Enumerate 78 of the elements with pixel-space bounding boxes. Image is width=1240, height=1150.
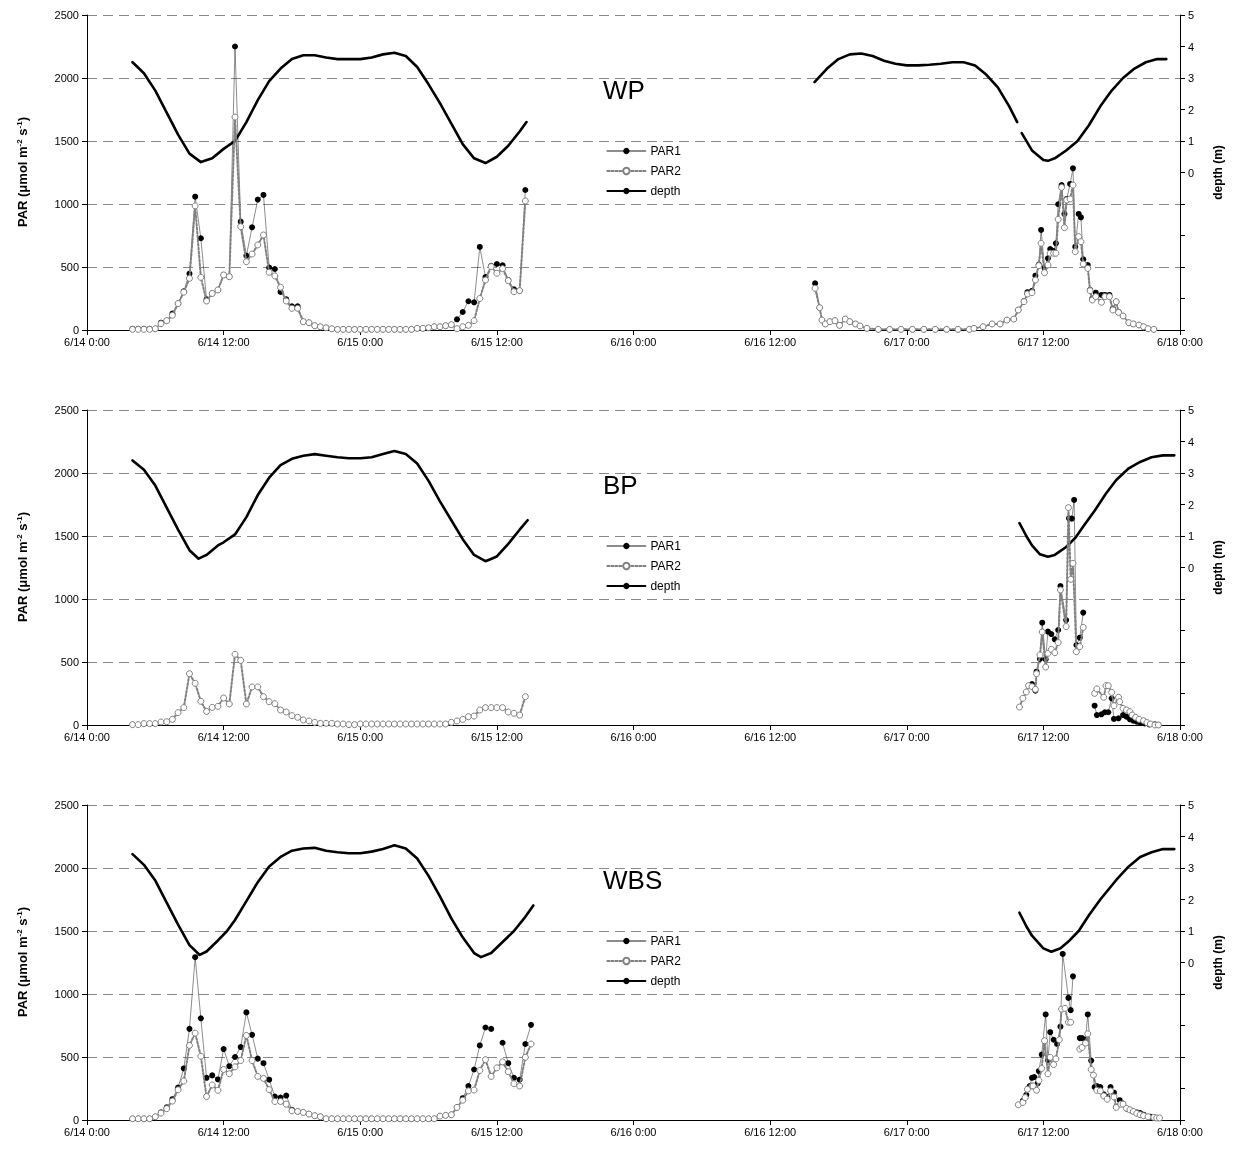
x-tick-label: 6/17 0:00 [883, 730, 930, 743]
x-tick-label: 6/17 0:00 [883, 335, 930, 348]
y-tick-label: 2500 [54, 404, 79, 416]
y2-tick-label: 4 [1188, 40, 1195, 53]
y-tick-label: 1500 [54, 135, 79, 147]
legend-label: PAR1 [650, 144, 682, 158]
x-tick-label: 6/14 12:00 [197, 335, 250, 348]
y-tick-label: 1000 [54, 988, 79, 1000]
y2-tick-label: 1 [1188, 135, 1195, 147]
y2-tick-label: 3 [1188, 467, 1195, 479]
text: BP [603, 470, 638, 500]
y2-tick-label: 0 [1188, 561, 1195, 574]
y2-tick-label: 0 [1188, 166, 1195, 179]
y2-axis-title: depth (m) [1211, 540, 1225, 595]
y-tick-label: 0 [72, 719, 79, 731]
y-tick-label: 0 [72, 324, 79, 336]
y2-tick-label: 3 [1188, 862, 1195, 874]
y-tick-label: 2500 [54, 799, 79, 811]
y2-tick-label: 1 [1188, 925, 1195, 937]
x-tick-label: 6/15 12:00 [470, 730, 523, 743]
x-tick-label: 6/17 12:00 [1017, 335, 1070, 348]
x-tick-label: 6/17 12:00 [1017, 730, 1070, 743]
legend-label: PAR1 [650, 934, 682, 948]
y2-tick-label: 2 [1188, 103, 1195, 116]
y-tick-label: 1500 [54, 530, 79, 542]
x-tick-label: 6/16 12:00 [744, 335, 797, 348]
y2-tick-label: 0 [1188, 956, 1195, 969]
y-tick-label: 1000 [54, 593, 79, 605]
y-tick-label: 2000 [54, 862, 79, 874]
y2-tick-label: 2 [1188, 498, 1195, 511]
y-tick-label: 500 [60, 1051, 79, 1063]
x-tick-label: 6/15 12:00 [470, 335, 523, 348]
x-tick-label: 6/18 0:00 [1157, 730, 1203, 743]
y-tick-label: 2000 [54, 467, 79, 479]
y2-axis-title: depth (m) [1211, 935, 1225, 990]
y2-tick-label: 1 [1188, 530, 1195, 542]
x-tick-label: 6/16 0:00 [610, 335, 657, 348]
y-tick-label: 500 [60, 656, 79, 668]
y-tick-label: 1500 [54, 925, 79, 937]
y-tick-label: 2500 [54, 9, 79, 21]
x-tick-label: 6/16 0:00 [610, 730, 657, 743]
x-tick-label: 6/15 12:00 [470, 1125, 523, 1138]
x-tick-label: 6/14 0:00 [64, 730, 110, 743]
legend-label: PAR1 [650, 539, 682, 553]
y2-tick-label: 5 [1188, 799, 1195, 811]
x-tick-label: 6/18 0:00 [1157, 335, 1203, 348]
x-tick-label: 6/14 0:00 [64, 1125, 110, 1138]
legend-label: PAR2 [650, 164, 682, 178]
y2-tick-label: 3 [1188, 72, 1195, 84]
x-tick-label: 6/14 12:00 [197, 730, 250, 743]
x-tick-label: 6/15 0:00 [337, 1125, 384, 1138]
x-tick-label: 6/15 0:00 [337, 730, 384, 743]
x-tick-label: 6/16 12:00 [744, 1125, 797, 1138]
text: WP [603, 75, 645, 105]
y-tick-label: 2000 [54, 72, 79, 84]
y2-axis-title: depth (m) [1211, 145, 1225, 200]
y2-tick-label: 4 [1188, 830, 1195, 843]
y2-tick-label: 4 [1188, 435, 1195, 448]
y2-tick-label: 5 [1188, 404, 1195, 416]
x-tick-label: 6/17 0:00 [883, 1125, 930, 1138]
legend-label: PAR2 [650, 559, 682, 573]
legend-label: depth [650, 579, 681, 593]
x-tick-label: 6/17 12:00 [1017, 1125, 1070, 1138]
x-tick-label: 6/16 0:00 [610, 1125, 657, 1138]
x-tick-label: 6/14 0:00 [64, 335, 110, 348]
y-tick-label: 0 [72, 1114, 79, 1126]
legend-label: depth [650, 184, 681, 198]
legend-label: depth [650, 974, 681, 988]
text: WBS [603, 865, 663, 895]
x-tick-label: 6/14 12:00 [197, 1125, 250, 1138]
x-tick-label: 6/16 12:00 [744, 730, 797, 743]
y-tick-label: 500 [60, 261, 79, 273]
legend-label: PAR2 [650, 954, 682, 968]
x-tick-label: 6/15 0:00 [337, 335, 384, 348]
y2-tick-label: 2 [1188, 893, 1195, 906]
y2-tick-label: 5 [1188, 9, 1195, 21]
x-tick-label: 6/18 0:00 [1157, 1125, 1203, 1138]
y-tick-label: 1000 [54, 198, 79, 210]
